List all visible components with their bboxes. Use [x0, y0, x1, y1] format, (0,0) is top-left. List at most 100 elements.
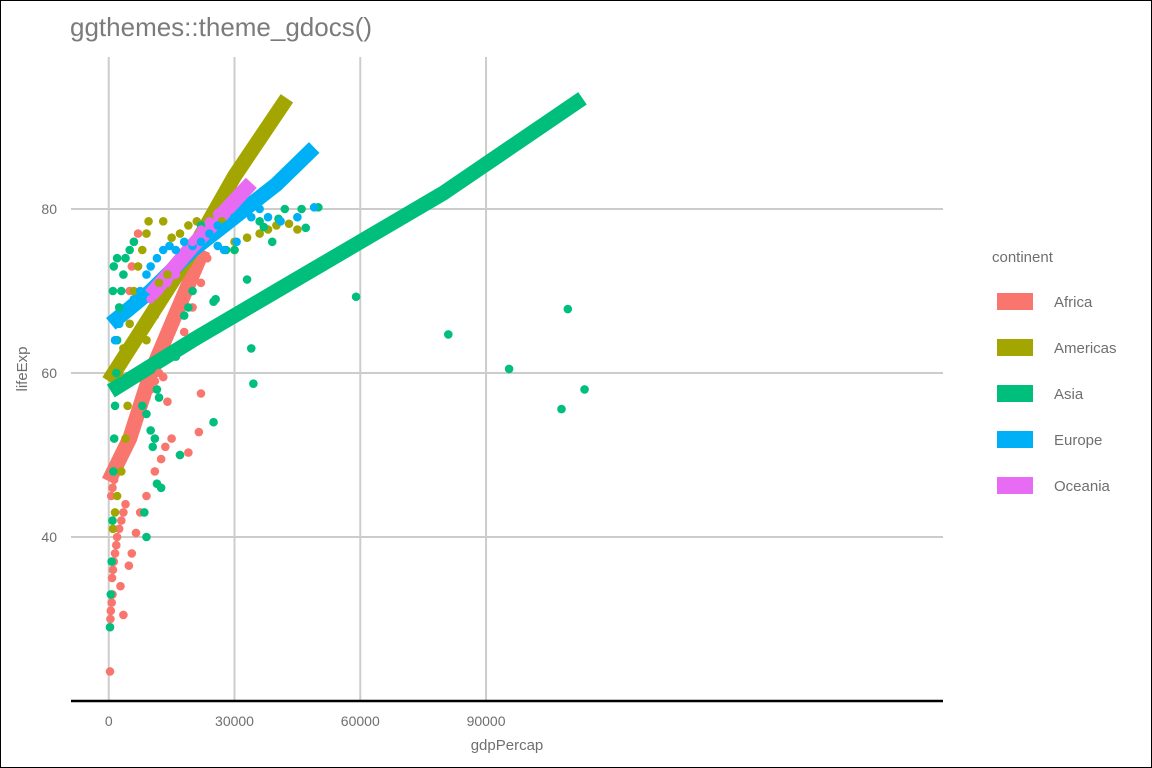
data-point-africa: [107, 598, 116, 607]
legend-swatch-oceania: [997, 477, 1033, 494]
data-point-africa: [133, 229, 143, 238]
data-point-asia: [107, 557, 116, 566]
data-point-europe: [152, 253, 162, 263]
data-point-europe: [230, 212, 239, 222]
data-point-asia: [142, 409, 151, 419]
y-tick-label: 40: [41, 529, 57, 545]
data-point-europe: [293, 212, 302, 222]
data-point-americas: [125, 319, 134, 329]
data-point-africa: [108, 565, 118, 575]
data-point-asia: [280, 204, 290, 214]
data-point-oceania: [163, 278, 172, 288]
legend: continent Africa Americas Asia Europe Oceani…: [992, 249, 1117, 495]
data-point-africa: [121, 499, 130, 509]
data-point-europe: [196, 237, 206, 247]
data-point-asia: [242, 275, 252, 284]
chart-title: ggthemes::theme_gdocs(): [70, 12, 372, 42]
data-point-africa: [116, 581, 125, 591]
trend-line-asia: [106, 92, 587, 398]
data-point-asia: [184, 303, 193, 312]
data-point-americas: [175, 229, 185, 238]
data-point-americas: [117, 467, 126, 476]
data-point-europe: [110, 335, 120, 345]
data-point-americas: [150, 311, 160, 320]
data-point-americas: [112, 491, 122, 501]
data-point-africa: [110, 549, 120, 558]
data-point-asia: [112, 253, 122, 263]
data-point-asia: [563, 304, 573, 314]
data-point-asia: [175, 450, 185, 460]
data-point-asia: [108, 516, 117, 525]
data-points: [105, 196, 589, 676]
data-point-oceania: [146, 294, 155, 304]
data-point-americas: [255, 229, 264, 238]
data-point-asia: [171, 352, 181, 361]
data-point-africa: [184, 448, 193, 457]
data-point-oceania: [154, 286, 164, 296]
x-tick-label: 60000: [341, 713, 380, 729]
data-point-americas: [163, 270, 172, 279]
data-point-africa: [112, 532, 122, 542]
y-tick-labels: 40 60 80: [41, 201, 57, 545]
data-point-americas: [284, 219, 294, 229]
data-point-africa: [124, 561, 134, 570]
data-point-asia: [108, 286, 118, 296]
data-point-asia: [146, 426, 155, 435]
data-point-europe: [165, 241, 174, 251]
data-point-americas: [110, 508, 120, 517]
data-point-asia: [188, 286, 197, 296]
legend-label-asia: Asia: [1054, 386, 1084, 403]
data-point-europe: [142, 270, 151, 279]
trend-lines: [101, 92, 587, 485]
data-point-asia: [137, 401, 147, 411]
data-point-oceania: [221, 204, 231, 214]
data-point-africa: [117, 516, 126, 525]
data-point-europe: [246, 212, 256, 222]
data-point-asia: [179, 311, 189, 320]
data-point-africa: [202, 253, 212, 263]
legend-swatch-americas: [997, 339, 1033, 356]
data-point-europe: [123, 303, 132, 312]
data-point-asia: [106, 590, 116, 599]
data-point-asia: [152, 385, 162, 394]
x-tick-label: 30000: [215, 713, 254, 729]
data-point-asia: [154, 393, 164, 402]
data-point-asia: [119, 270, 128, 279]
data-point-africa: [127, 262, 137, 271]
data-point-americas: [144, 217, 153, 226]
data-point-americas: [137, 245, 147, 255]
data-point-africa: [107, 573, 117, 583]
data-point-oceania: [196, 225, 206, 234]
data-point-oceania: [205, 217, 214, 226]
data-point-africa: [131, 528, 141, 538]
data-point-americas: [142, 335, 151, 345]
data-point-americas: [293, 225, 302, 234]
data-point-africa: [114, 524, 124, 534]
data-point-americas: [133, 262, 143, 271]
legend-swatch-europe: [997, 431, 1033, 448]
data-point-africa: [196, 278, 206, 288]
data-point-europe: [213, 221, 223, 230]
data-point-europe: [171, 245, 181, 255]
data-point-asia: [580, 385, 589, 394]
data-point-asia: [351, 292, 361, 302]
legend-label-oceania: Oceania: [1054, 478, 1111, 495]
data-point-asia: [557, 404, 566, 414]
y-tick-label: 60: [41, 365, 57, 381]
data-point-europe: [213, 241, 223, 251]
data-point-asia: [110, 401, 120, 411]
data-point-americas: [142, 229, 151, 238]
data-point-europe: [135, 286, 145, 296]
x-tick-label: 90000: [467, 713, 506, 729]
data-point-asia: [249, 379, 258, 388]
data-point-africa: [156, 454, 166, 464]
data-point-asia: [301, 223, 311, 233]
data-point-africa: [119, 508, 128, 517]
data-point-asia: [121, 253, 130, 263]
data-point-africa: [161, 442, 170, 452]
data-point-africa: [167, 434, 176, 443]
data-point-americas: [184, 221, 193, 230]
data-point-africa: [133, 409, 143, 419]
data-point-africa: [179, 327, 189, 337]
